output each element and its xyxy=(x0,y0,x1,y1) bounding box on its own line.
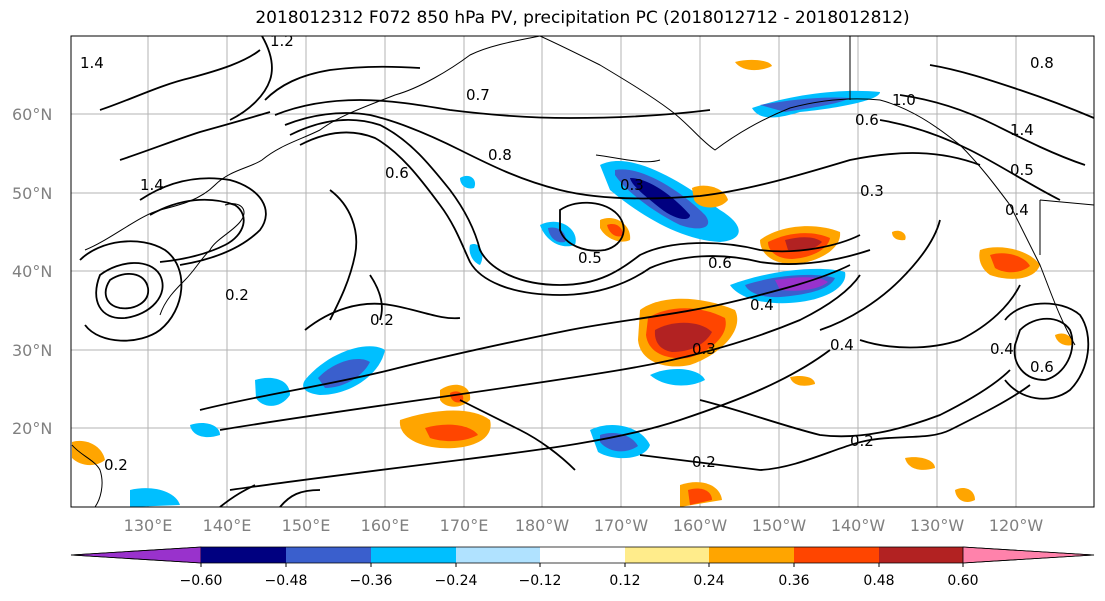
lon-label: 130°E xyxy=(124,516,173,535)
contour-label: 1.2 xyxy=(270,32,294,50)
lat-label: 50°N xyxy=(12,184,52,203)
lon-label: 120°W xyxy=(989,516,1044,535)
lat-label: 20°N xyxy=(12,419,52,438)
contour-label: 0.2 xyxy=(850,432,874,450)
contour-label: 0.4 xyxy=(750,296,774,314)
lon-label: 140°W xyxy=(831,516,886,535)
colorbar-ticks: −0.60 −0.48 −0.36 −0.24 −0.12 0.12 0.24 … xyxy=(180,573,979,589)
contour-label: 0.4 xyxy=(990,340,1014,358)
lon-label: 170°W xyxy=(594,516,649,535)
colorbar-segment xyxy=(456,547,540,563)
contour-label: 0.3 xyxy=(620,176,644,194)
colorbar-segment xyxy=(625,547,709,563)
lon-label: 180°W xyxy=(515,516,570,535)
contour-label: 0.2 xyxy=(104,456,128,474)
contour-label: 0.2 xyxy=(225,286,249,304)
lat-label: 40°N xyxy=(12,262,52,281)
longitude-labels: 130°E 140°E 150°E 160°E 170°E 180°W 170°… xyxy=(124,516,1044,535)
lat-label: 30°N xyxy=(12,341,52,360)
contour-label: 0.6 xyxy=(708,254,732,272)
contour-label: 1.4 xyxy=(140,176,164,194)
contour-label: 0.2 xyxy=(370,311,394,329)
contour-label: 0.3 xyxy=(860,182,884,200)
contour-label: 0.7 xyxy=(466,86,490,104)
colorbar-segment xyxy=(794,547,879,563)
contour-label: 0.6 xyxy=(1030,358,1054,376)
contour-label: 0.5 xyxy=(1010,161,1034,179)
map-border xyxy=(70,35,1095,508)
latitude-labels: 60°N 50°N 40°N 30°N 20°N xyxy=(12,105,52,438)
colorbar-segment xyxy=(371,547,456,563)
pv-contours xyxy=(79,36,1094,507)
lon-label: 150°W xyxy=(752,516,807,535)
colorbar-tick-label: −0.12 xyxy=(519,573,562,589)
colorbar-tick-label: −0.60 xyxy=(180,573,223,589)
colorbar-tick-label: 0.60 xyxy=(947,573,978,589)
contour-label: 0.4 xyxy=(1005,201,1029,219)
colorbar-tick-label: −0.24 xyxy=(435,573,478,589)
contour-label: 0.6 xyxy=(855,111,879,129)
contour-label: 0.8 xyxy=(1030,54,1054,72)
contour-label: 1.4 xyxy=(80,54,104,72)
contour-label: 0.3 xyxy=(692,340,716,358)
contour-label: 0.4 xyxy=(830,336,854,354)
lon-label: 150°E xyxy=(282,516,331,535)
colorbar-tick-label: −0.48 xyxy=(265,573,308,589)
contour-label: 0.8 xyxy=(488,146,512,164)
lon-label: 160°W xyxy=(673,516,728,535)
contour-label: 0.6 xyxy=(385,164,409,182)
contour-label: 0.2 xyxy=(692,453,716,471)
colorbar-tick-label: −0.36 xyxy=(350,573,393,589)
colorbar-segment xyxy=(286,547,371,563)
colorbar xyxy=(70,546,1095,567)
colorbar-segment xyxy=(879,547,963,563)
contour-label: 1.4 xyxy=(1010,121,1034,139)
colorbar-segment xyxy=(962,546,1095,564)
colorbar-tick-label: 0.24 xyxy=(693,573,724,589)
contour-labels: 1.2 1.4 0.8 0.7 0.6 1.4 0.2 0.5 0.6 0.3 … xyxy=(80,32,1054,474)
lon-label: 140°E xyxy=(203,516,252,535)
contour-label: 0.5 xyxy=(578,249,602,267)
colorbar-tick-label: 0.12 xyxy=(609,573,640,589)
colorbar-segment xyxy=(201,547,286,563)
lon-label: 130°W xyxy=(910,516,965,535)
colorbar-segment xyxy=(70,546,202,564)
map-title: 2018012312 F072 850 hPa PV, precipitatio… xyxy=(255,8,910,28)
colorbar-tick-label: 0.36 xyxy=(778,573,809,589)
gridlines xyxy=(71,36,1094,507)
lon-label: 160°E xyxy=(361,516,410,535)
lat-label: 60°N xyxy=(12,105,52,124)
contour-label: 1.0 xyxy=(892,91,916,109)
colorbar-segment xyxy=(709,547,794,563)
colorbar-segment xyxy=(540,547,625,563)
lon-label: 170°E xyxy=(440,516,489,535)
colorbar-tick-label: 0.48 xyxy=(863,573,894,589)
